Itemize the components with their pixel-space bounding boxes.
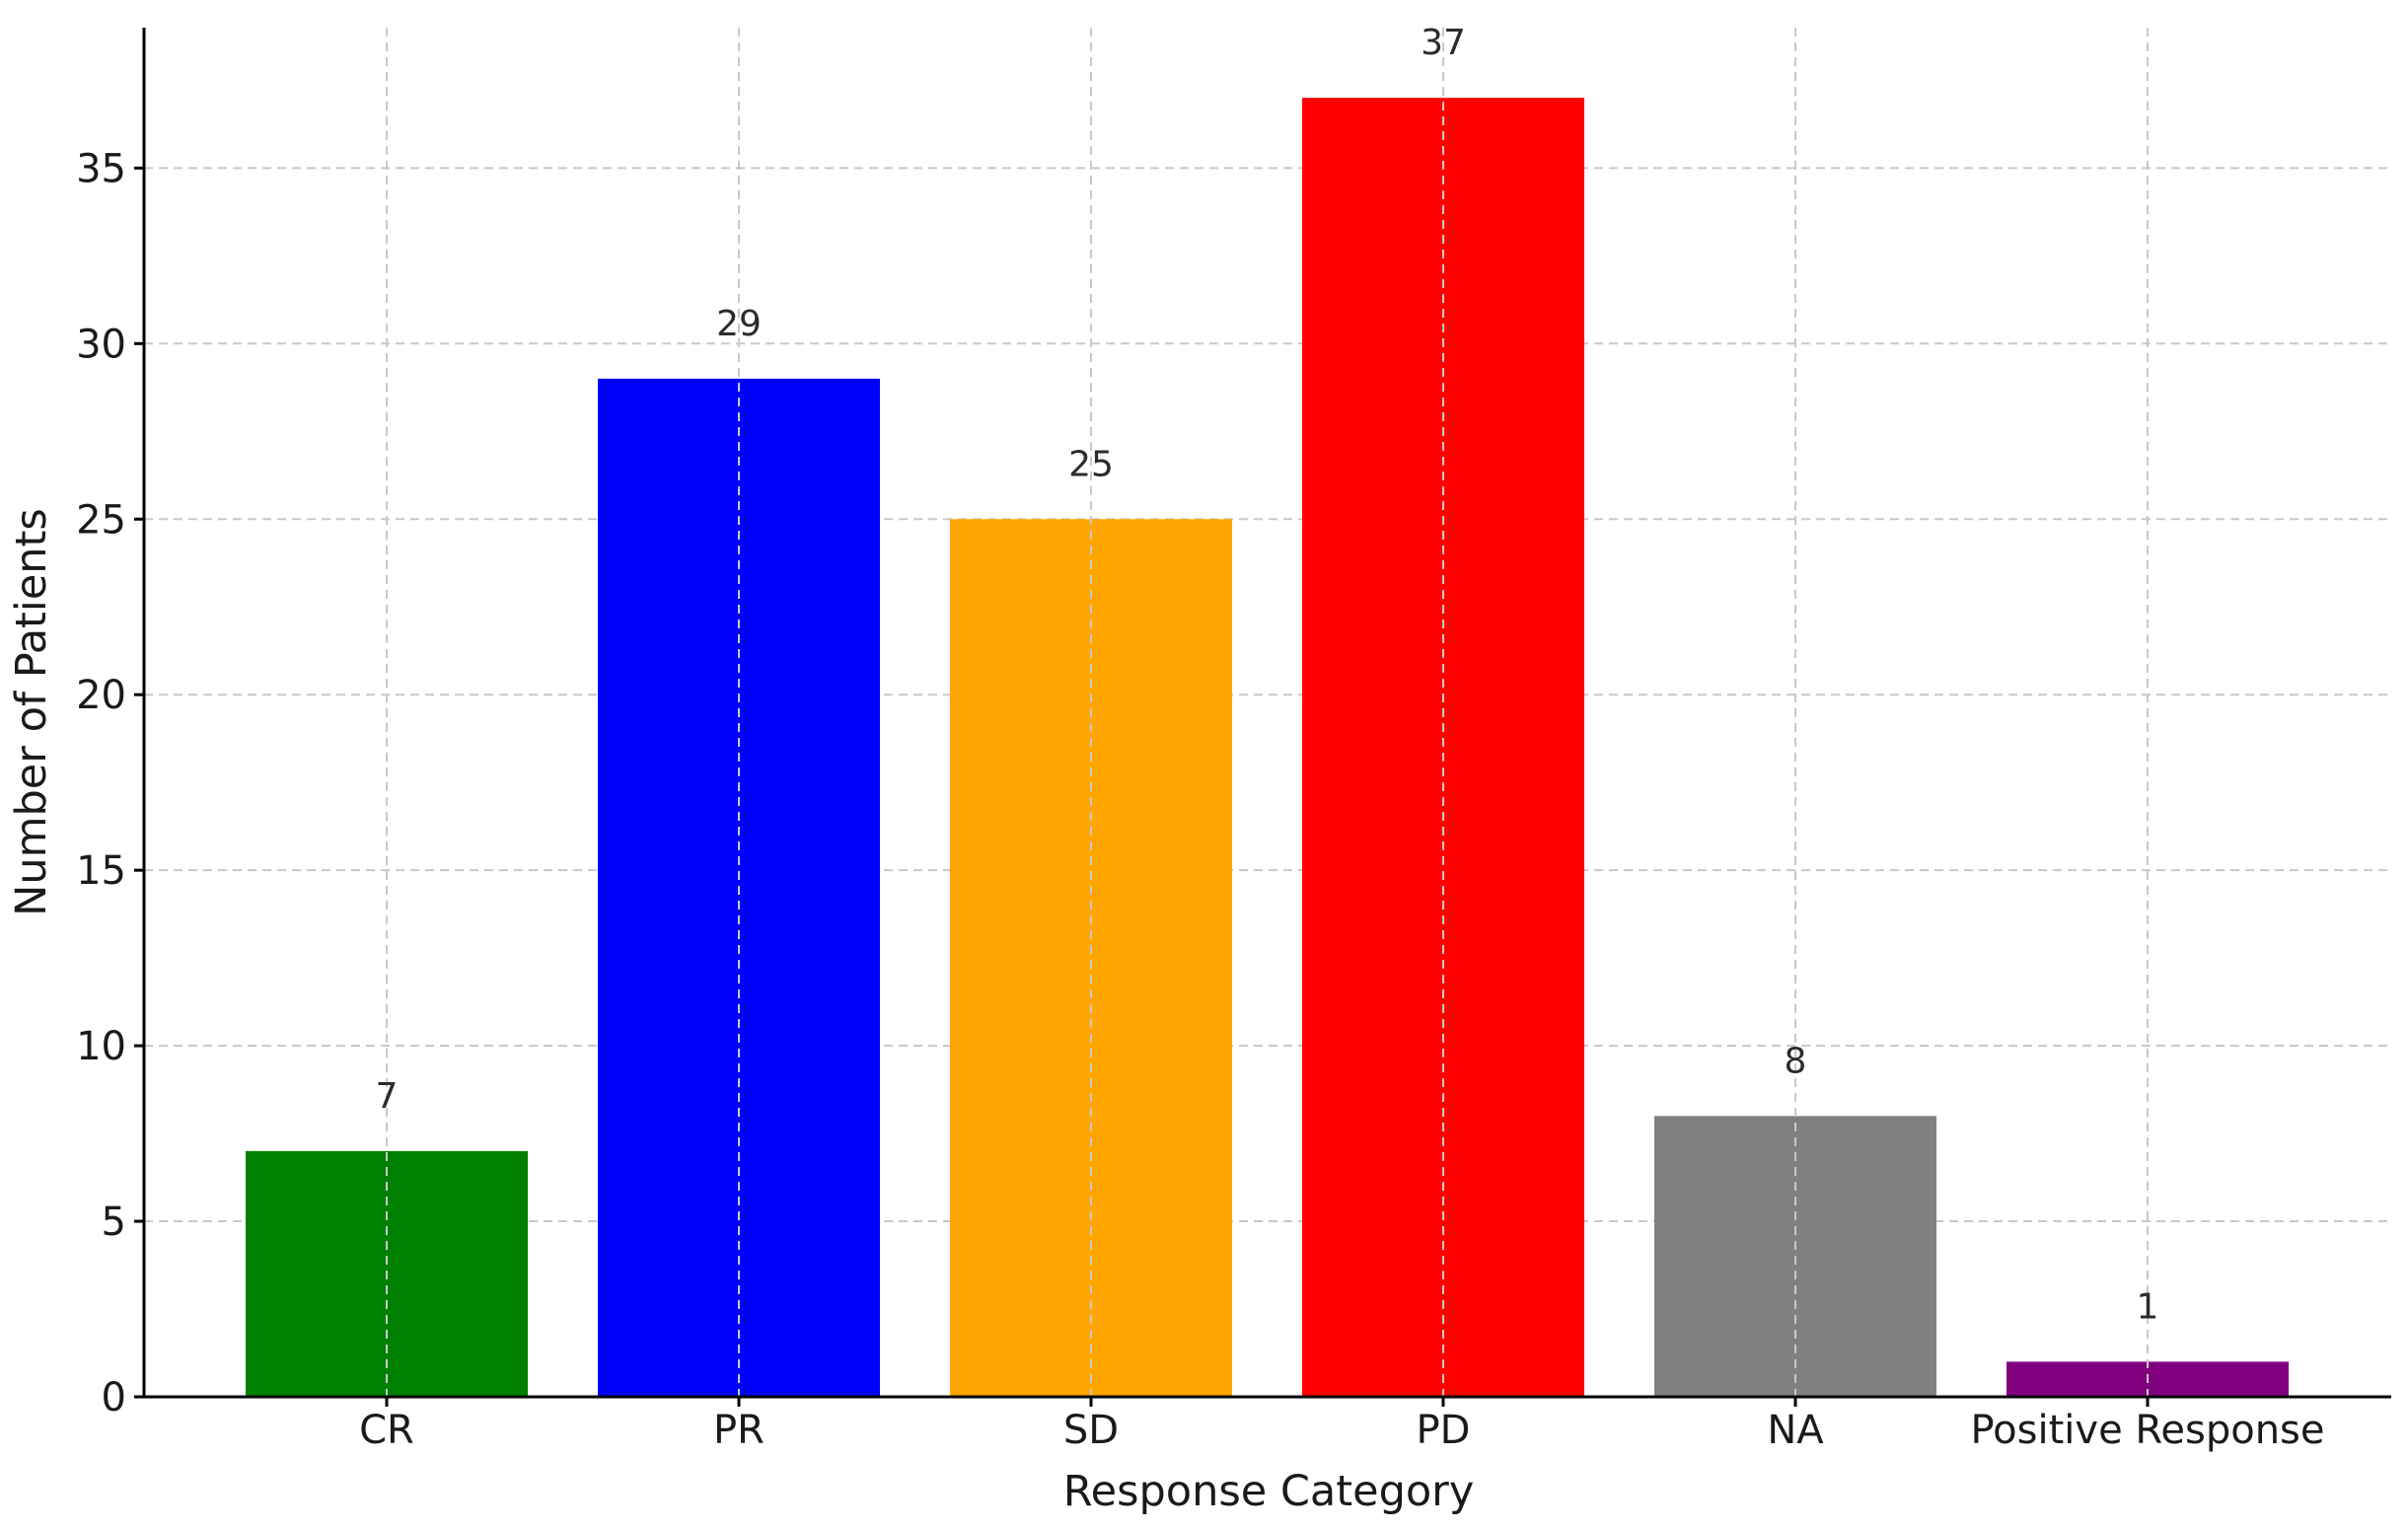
grid-layer	[144, 167, 2391, 1223]
x-tick-label: PR	[713, 1408, 765, 1453]
y-tick-label: 0	[102, 1375, 126, 1421]
x-tick-label: CR	[359, 1408, 414, 1453]
y-tick-label: 20	[76, 673, 126, 718]
bar-value-label: 8	[1785, 1041, 1807, 1081]
y-tick-label: 15	[76, 848, 126, 894]
x-tick-label: NA	[1767, 1408, 1824, 1453]
bar-layer	[246, 98, 2289, 1398]
x-tick-label: PD	[1417, 1408, 1471, 1453]
bar-value-label: 1	[2137, 1286, 2159, 1327]
y-tick-label: 25	[76, 497, 126, 543]
bar-value-label: 25	[1068, 444, 1114, 484]
x-tick-label: SD	[1063, 1408, 1119, 1453]
bar-value-label: 29	[716, 304, 762, 344]
bar-value-label: 7	[376, 1076, 399, 1117]
x-axis-title: Response Category	[1063, 1467, 1475, 1516]
y-tick-label: 35	[76, 146, 126, 191]
vertical-grid-layer	[386, 28, 2149, 1397]
axis-layer	[134, 28, 2391, 1407]
y-tick-label: 10	[76, 1024, 126, 1069]
bar-value-label: 37	[1421, 23, 1466, 63]
x-tick-label: Positive Response	[1970, 1408, 2324, 1453]
label-layer: 0 5 10 15 20 25 30 35 CR PR SD PD NA Positive Respons…	[76, 23, 2324, 1453]
y-axis-title: Number of Patients	[7, 508, 56, 916]
y-tick-label: 30	[76, 322, 126, 367]
y-tick-label: 5	[102, 1200, 126, 1245]
